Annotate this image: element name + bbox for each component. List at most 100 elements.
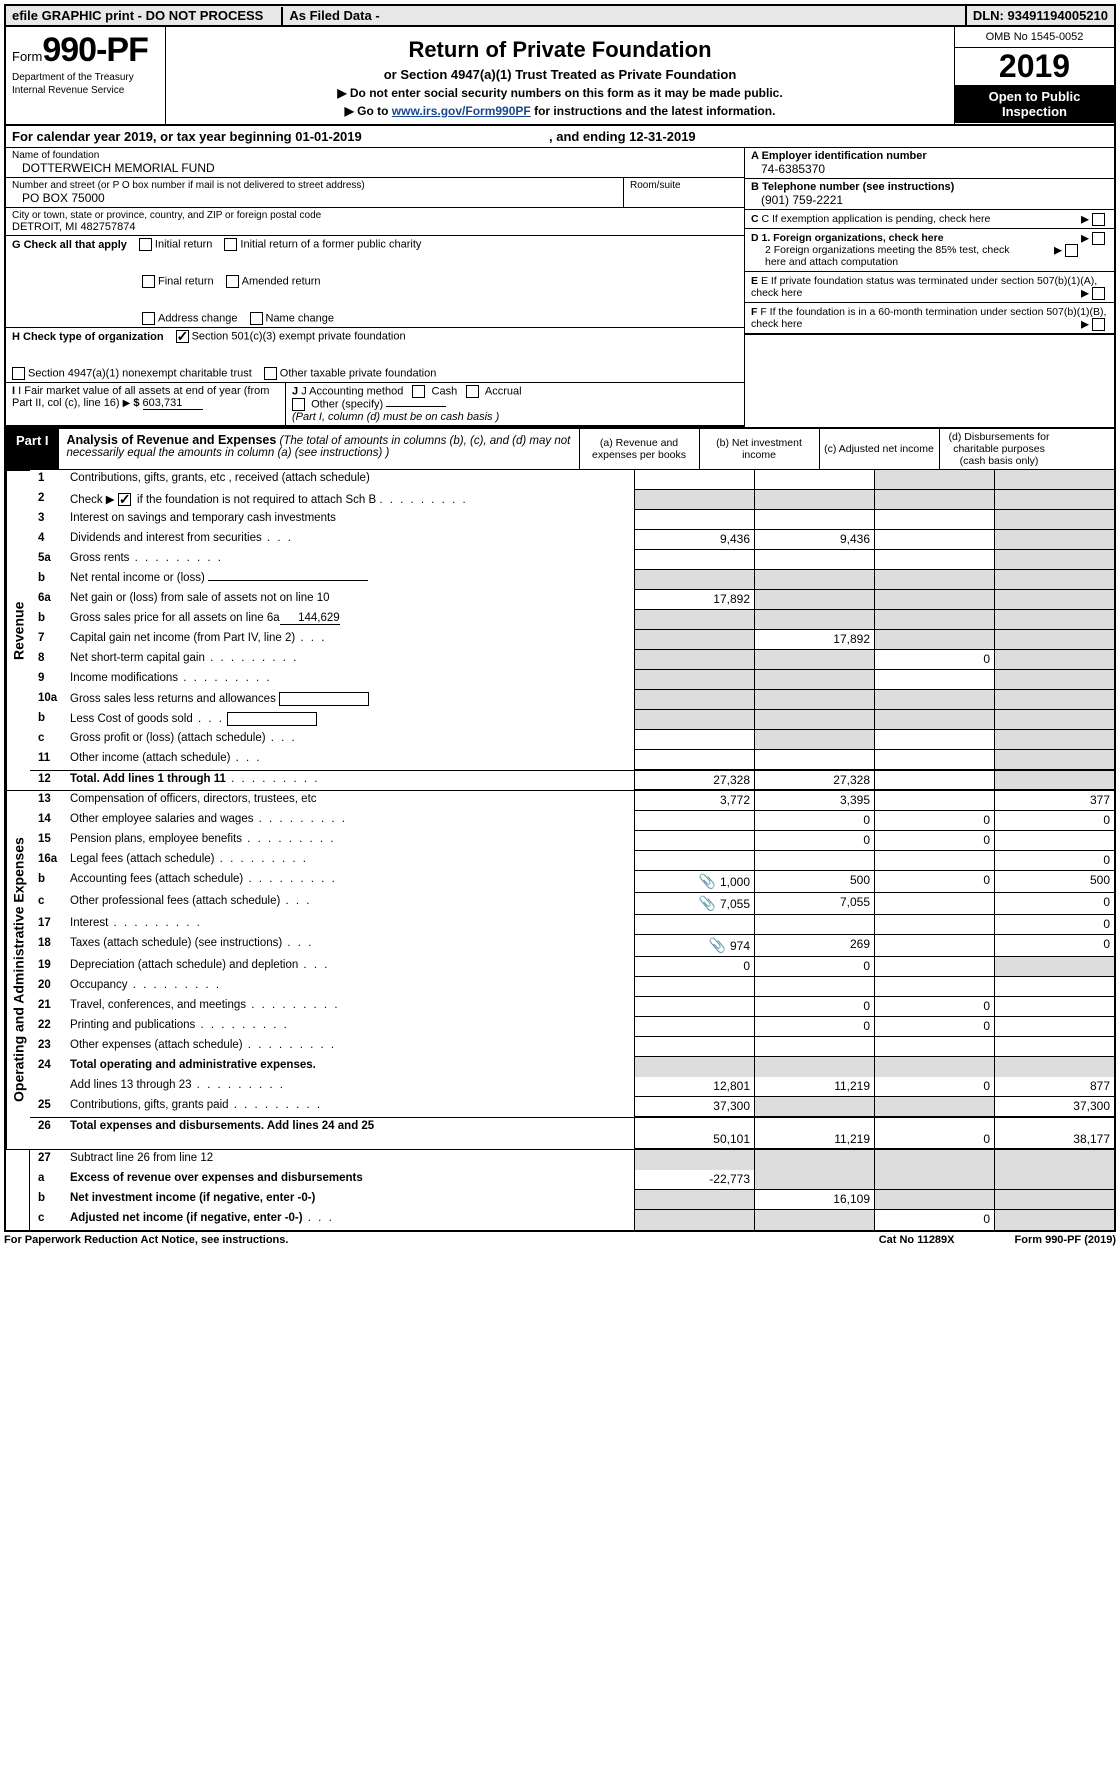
row-10a: 10a Gross sales less returns and allowan…	[30, 690, 1114, 710]
col-d-header: (d) Disbursements for charitable purpose…	[939, 429, 1059, 469]
section-e: E E If private foundation status was ter…	[745, 272, 1114, 303]
tax-year: 2019	[955, 48, 1114, 85]
check-501c3[interactable]	[176, 330, 189, 343]
header-center: Return of Private Foundation or Section …	[166, 27, 954, 124]
city-label: City or town, state or province, country…	[12, 210, 738, 221]
check-sch-b[interactable]	[118, 493, 131, 506]
name-label: Name of foundation	[12, 150, 738, 161]
check-85pct-test[interactable]	[1065, 244, 1078, 257]
goto-note: ▶ Go to www.irs.gov/Form990PF for instru…	[176, 104, 944, 118]
fmv-value: 603,731	[143, 397, 203, 410]
row-8: 8 Net short-term capital gain 0	[30, 650, 1114, 670]
row-9: 9 Income modifications	[30, 670, 1114, 690]
row-27b: b Net investment income (if negative, en…	[6, 1190, 1114, 1210]
row-6b: b Gross sales price for all assets on li…	[30, 610, 1114, 630]
row-24-sub: Add lines 13 through 23 12,80111,2190877	[30, 1077, 1114, 1097]
part1-table: Revenue 1 Contributions, gifts, grants, …	[4, 470, 1116, 1232]
foundation-city: DETROIT, MI 482757874	[12, 221, 738, 233]
row-13: 13 Compensation of officers, directors, …	[30, 791, 1114, 811]
efile-banner: efile GRAPHIC print - DO NOT PROCESS As …	[4, 4, 1116, 27]
check-initial-return[interactable]	[139, 238, 152, 251]
ein-label: A Employer identification number	[751, 150, 927, 162]
row-10c: c Gross profit or (loss) (attach schedul…	[30, 730, 1114, 750]
ein-value: 74-6385370	[751, 162, 1108, 176]
irs-link[interactable]: www.irs.gov/Form990PF	[392, 104, 531, 118]
cat-number: Cat No 11289X	[879, 1234, 955, 1246]
check-other-method[interactable]	[292, 398, 305, 411]
section-g: G Check all that apply Initial return In…	[6, 236, 744, 328]
phone-label: B Telephone number (see instructions)	[751, 181, 954, 193]
part1-header: Part I Analysis of Revenue and Expenses …	[4, 427, 1116, 470]
check-4947a1[interactable]	[12, 367, 25, 380]
calendar-year-row: For calendar year 2019, or tax year begi…	[4, 126, 1116, 148]
check-name-change[interactable]	[250, 312, 263, 325]
as-filed-text: As Filed Data -	[283, 6, 385, 25]
check-final-return[interactable]	[142, 275, 155, 288]
form-word: Form	[12, 49, 42, 64]
revenue-side-label: Revenue	[6, 470, 30, 790]
row-10b: b Less Cost of goods sold	[30, 710, 1114, 730]
foundation-name: DOTTERWEICH MEMORIAL FUND	[12, 161, 738, 175]
omb-number: OMB No 1545-0052	[955, 27, 1114, 48]
row-23: 23 Other expenses (attach schedule)	[30, 1037, 1114, 1057]
form-title: Return of Private Foundation	[176, 37, 944, 63]
row-25: 25 Contributions, gifts, grants paid 37,…	[30, 1097, 1114, 1117]
row-18: 18 Taxes (attach schedule) (see instruct…	[30, 935, 1114, 957]
check-address-change[interactable]	[142, 312, 155, 325]
check-60month[interactable]	[1092, 318, 1105, 331]
page-footer: For Paperwork Reduction Act Notice, see …	[4, 1232, 1116, 1248]
row-27: 27 Subtract line 26 from line 12	[6, 1150, 1114, 1170]
row-7: 7 Capital gain net income (from Part IV,…	[30, 630, 1114, 650]
paperwork-notice: For Paperwork Reduction Act Notice, see …	[4, 1234, 288, 1246]
form-number: 990-PF	[42, 31, 148, 70]
room-label: Room/suite	[630, 180, 738, 191]
row-1: 1 Contributions, gifts, grants, etc , re…	[30, 470, 1114, 490]
attach-icon[interactable]: 📎	[709, 937, 726, 954]
form-subtitle: or Section 4947(a)(1) Trust Treated as P…	[176, 67, 944, 82]
ssn-warning: ▶ Do not enter social security numbers o…	[176, 86, 944, 100]
public-inspection: Open to Public Inspection	[955, 85, 1114, 123]
row-27a: a Excess of revenue over expenses and di…	[6, 1170, 1114, 1190]
phone-value: (901) 759-2221	[751, 193, 1108, 207]
part1-label: Part I	[6, 429, 59, 469]
check-cash[interactable]	[412, 385, 425, 398]
row-19: 19 Depreciation (attach schedule) and de…	[30, 957, 1114, 977]
row-15: 15 Pension plans, employee benefits 00	[30, 831, 1114, 851]
row-5b: b Net rental income or (loss)	[30, 570, 1114, 590]
row-16b: b Accounting fees (attach schedule) 📎1,0…	[30, 871, 1114, 893]
attach-icon[interactable]: 📎	[699, 873, 716, 890]
row-20: 20 Occupancy	[30, 977, 1114, 997]
row-3: 3 Interest on savings and temporary cash…	[30, 510, 1114, 530]
dln-text: DLN: 93491194005210	[965, 6, 1114, 25]
dept-treasury: Department of the Treasury	[12, 72, 159, 83]
row-24: 24 Total operating and administrative ex…	[30, 1057, 1114, 1077]
foundation-info: Name of foundation DOTTERWEICH MEMORIAL …	[4, 148, 1116, 427]
row-14: 14 Other employee salaries and wages 000	[30, 811, 1114, 831]
part1-desc: Analysis of Revenue and Expenses (The to…	[59, 429, 579, 469]
check-accrual[interactable]	[466, 385, 479, 398]
col-c-header: (c) Adjusted net income	[819, 429, 939, 469]
efile-text: efile GRAPHIC print - DO NOT PROCESS	[6, 6, 269, 25]
row-17: 17 Interest 0	[30, 915, 1114, 935]
check-other-taxable[interactable]	[264, 367, 277, 380]
row-26: 26 Total expenses and disbursements. Add…	[30, 1117, 1114, 1149]
row-27c: c Adjusted net income (if negative, ente…	[6, 1210, 1114, 1230]
col-b-header: (b) Net investment income	[699, 429, 819, 469]
check-amended-return[interactable]	[226, 275, 239, 288]
section-d: D 1. Foreign organizations, check here ▶…	[745, 229, 1114, 272]
check-initial-former[interactable]	[224, 238, 237, 251]
check-status-terminated[interactable]	[1092, 287, 1105, 300]
form-footer-label: Form 990-PF (2019)	[1015, 1234, 1116, 1246]
check-exemption-pending[interactable]	[1092, 213, 1105, 226]
row-16a: 16a Legal fees (attach schedule) 0	[30, 851, 1114, 871]
header-right: OMB No 1545-0052 2019 Open to Public Ins…	[954, 27, 1114, 124]
row-16c: c Other professional fees (attach schedu…	[30, 893, 1114, 915]
check-foreign-org[interactable]	[1092, 232, 1105, 245]
header-left: Form 990-PF Department of the Treasury I…	[6, 27, 166, 124]
attach-icon[interactable]: 📎	[699, 895, 716, 912]
form-header: Form 990-PF Department of the Treasury I…	[4, 27, 1116, 126]
irs-label: Internal Revenue Service	[12, 85, 159, 96]
addr-label: Number and street (or P O box number if …	[12, 180, 617, 191]
section-c: C C If exemption application is pending,…	[745, 210, 1114, 229]
row-12: 12 Total. Add lines 1 through 11 27,3282…	[30, 770, 1114, 790]
